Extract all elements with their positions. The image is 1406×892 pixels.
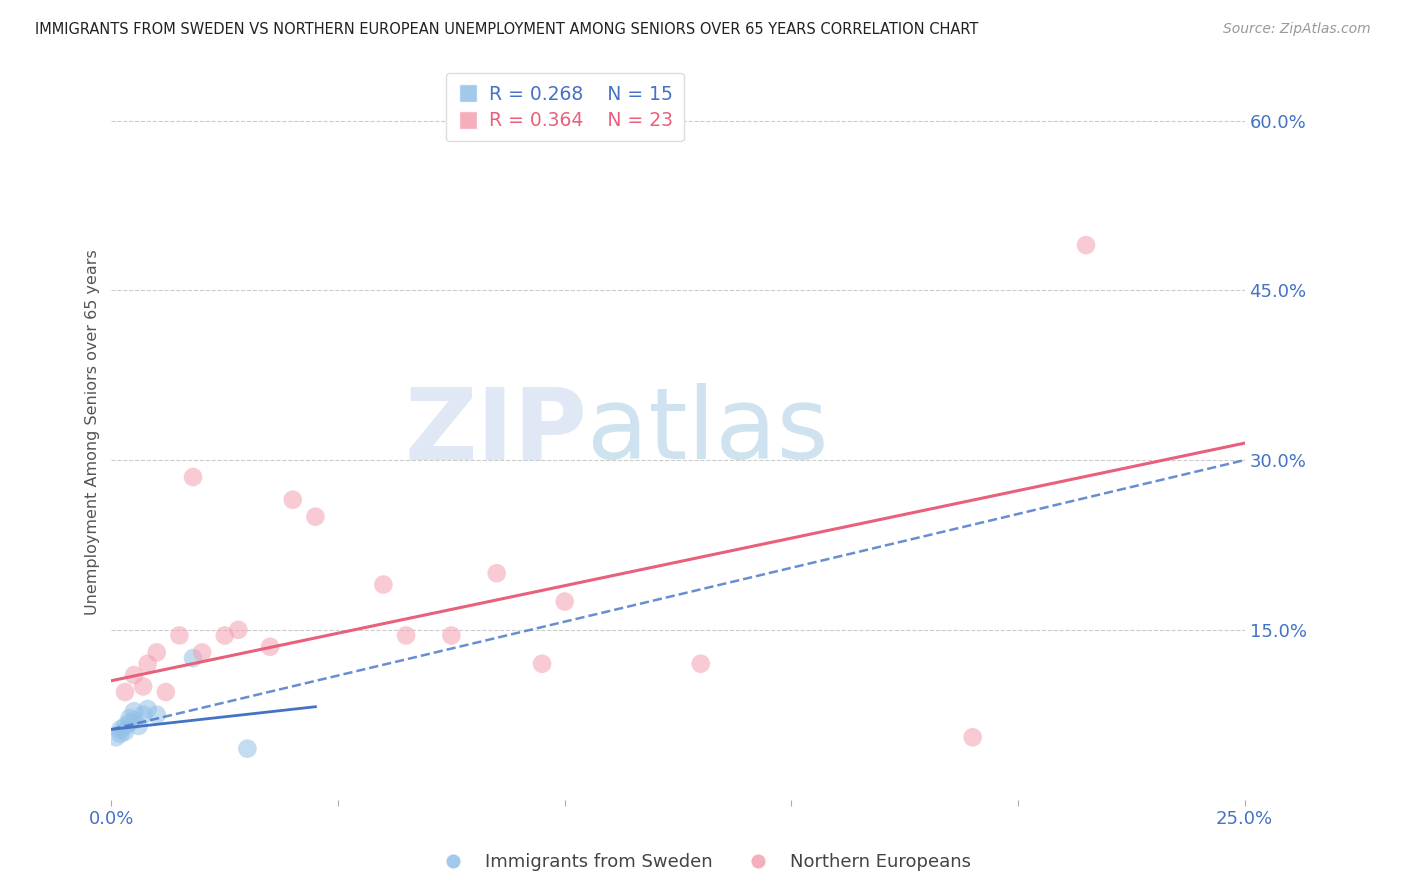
Point bbox=[132, 679, 155, 693]
Point bbox=[214, 628, 236, 642]
Point bbox=[395, 628, 418, 642]
Point bbox=[236, 741, 259, 756]
Point bbox=[132, 707, 155, 722]
Point bbox=[104, 731, 127, 745]
Point bbox=[122, 668, 145, 682]
Point bbox=[145, 645, 167, 659]
Text: ZIP: ZIP bbox=[405, 384, 588, 480]
Point bbox=[440, 628, 463, 642]
Point bbox=[485, 566, 508, 581]
Point bbox=[114, 685, 136, 699]
Y-axis label: Unemployment Among Seniors over 65 years: Unemployment Among Seniors over 65 years bbox=[86, 249, 100, 615]
Point bbox=[136, 657, 159, 671]
Point bbox=[110, 727, 132, 741]
Point bbox=[114, 719, 136, 733]
Point bbox=[259, 640, 281, 654]
Point bbox=[531, 657, 554, 671]
Point bbox=[122, 704, 145, 718]
Point bbox=[689, 657, 711, 671]
Text: atlas: atlas bbox=[588, 384, 830, 480]
Point bbox=[304, 509, 326, 524]
Point bbox=[181, 470, 204, 484]
Point bbox=[281, 492, 304, 507]
Point bbox=[228, 623, 250, 637]
Point bbox=[145, 707, 167, 722]
Point bbox=[191, 645, 214, 659]
Legend: Immigrants from Sweden, Northern Europeans: Immigrants from Sweden, Northern Europea… bbox=[427, 847, 979, 879]
Text: Source: ZipAtlas.com: Source: ZipAtlas.com bbox=[1223, 22, 1371, 37]
Point bbox=[1074, 238, 1097, 252]
Point bbox=[110, 723, 132, 737]
Point bbox=[181, 651, 204, 665]
Point bbox=[155, 685, 177, 699]
Point bbox=[169, 628, 191, 642]
Text: IMMIGRANTS FROM SWEDEN VS NORTHERN EUROPEAN UNEMPLOYMENT AMONG SENIORS OVER 65 Y: IMMIGRANTS FROM SWEDEN VS NORTHERN EUROP… bbox=[35, 22, 979, 37]
Point bbox=[118, 711, 141, 725]
Point bbox=[373, 577, 395, 591]
Point bbox=[136, 702, 159, 716]
Point bbox=[114, 724, 136, 739]
Point bbox=[128, 719, 150, 733]
Point bbox=[122, 714, 145, 728]
Legend: R = 0.268    N = 15, R = 0.364    N = 23: R = 0.268 N = 15, R = 0.364 N = 23 bbox=[446, 73, 683, 142]
Point bbox=[962, 731, 984, 745]
Point bbox=[554, 594, 576, 608]
Point bbox=[118, 715, 141, 730]
